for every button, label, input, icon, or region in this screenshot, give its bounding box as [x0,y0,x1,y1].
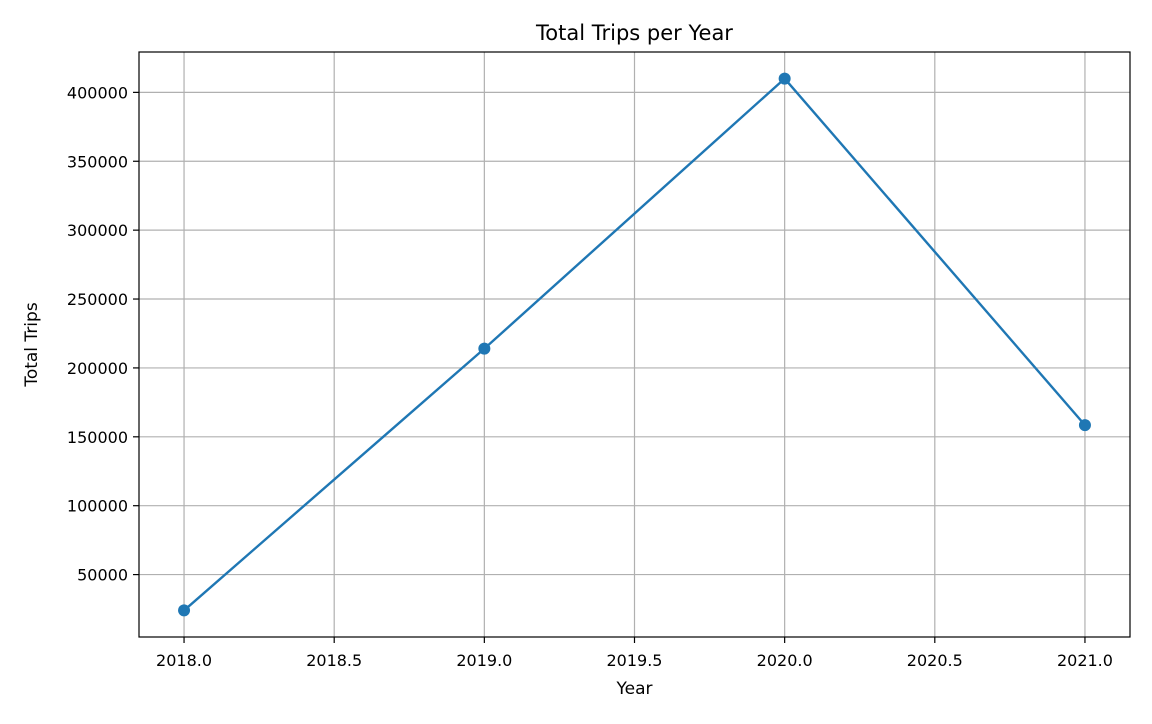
y-tick-label: 100000 [67,497,128,516]
y-tick-label: 50000 [77,566,128,585]
x-tick-label: 2019.0 [456,651,512,670]
y-tick-label: 350000 [67,152,128,171]
data-point [178,604,191,617]
chart-title: Total Trips per Year [535,21,733,45]
x-tick-label: 2021.0 [1057,651,1113,670]
x-axis-label: Year [616,679,653,699]
grid-layer [139,52,1130,637]
x-tick-label: 2018.0 [156,651,212,670]
y-tick-label: 150000 [67,428,128,447]
series-layer [178,72,1091,617]
y-tick-label: 250000 [67,290,128,309]
x-tick-label: 2020.0 [757,651,813,670]
data-point [778,72,791,85]
series-line [183,77,1086,612]
y-axis-label: Total Trips [22,302,42,387]
x-tick-label: 2018.5 [306,651,362,670]
data-point [1078,419,1091,432]
y-tick-label: 300000 [67,221,128,240]
y-tick-label: 400000 [67,83,128,102]
tick-layer: 2018.0 2018.5 2019.0 2019.5 2020.0 2020.5 2021… [67,83,1113,670]
x-tick-label: 2019.5 [607,651,663,670]
x-tick-label: 2020.5 [907,651,963,670]
y-tick-label: 200000 [67,359,128,378]
data-point [478,342,491,355]
